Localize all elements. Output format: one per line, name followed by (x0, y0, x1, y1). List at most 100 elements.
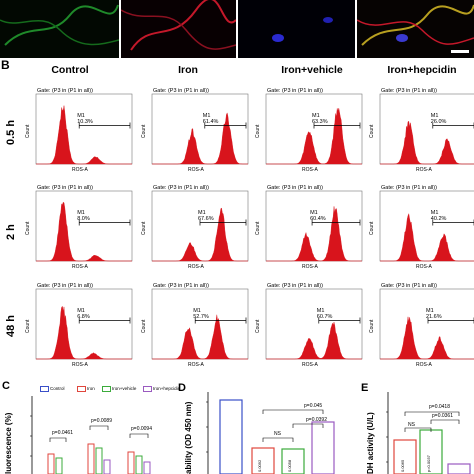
m1-gate-marker (432, 122, 474, 129)
percent-value: 8.0% (77, 215, 90, 222)
histogram-fill (36, 305, 132, 360)
histogram-fill (380, 212, 474, 262)
ros-axis-label: ROS-A (302, 362, 318, 368)
m1-percent-label: M1 21.6% (426, 308, 442, 320)
m1-percent-label: M1 63.3% (312, 113, 328, 125)
gate-label: Gate: (P3 in (P1 in all)) (153, 88, 209, 94)
panel-c-legend: Control Iron Iron+vehicle Iron+hepcidin (40, 385, 190, 395)
gate-label: Gate: (P3 in (P1 in all)) (381, 185, 437, 191)
count-axis-label: Count (255, 319, 261, 333)
histogram-fill (380, 120, 474, 165)
ros-axis-label: ROS-A (188, 167, 204, 173)
m1-label: M1 (430, 209, 439, 216)
panel-e-bar-label-1: 0.0065 (400, 459, 405, 472)
histogram-fill (380, 316, 474, 360)
count-axis-label: Count (369, 124, 375, 138)
m1-percent-label: M1 40.2% (431, 210, 447, 222)
histogram-panel: Gate: (P3 in (P1 in all)) M1 63.3% Count ROS… (254, 88, 366, 176)
panel-d-p-top: p=0.045 (304, 403, 323, 409)
histogram-plot (265, 288, 363, 360)
histogram-panel: Gate: (P3 in (P1 in all)) M1 61.4% Count ROS… (140, 88, 252, 176)
legend-iron-hepcidin: Iron+hepcidin (153, 386, 181, 391)
panel-d-ns: NS (274, 431, 281, 437)
m1-percent-label: M1 26.0% (431, 113, 447, 125)
panel-label-e: E (361, 382, 369, 394)
panel-c-plot (30, 396, 151, 474)
percent-value: 6.8% (77, 313, 90, 320)
gate-label: Gate: (P3 in (P1 in all)) (153, 283, 209, 289)
legend-swatch-iron (77, 386, 86, 392)
count-axis-label: Count (369, 319, 375, 333)
m1-percent-label: M1 6.8% (77, 308, 90, 320)
m1-label: M1 (77, 112, 85, 119)
micrograph-blue (238, 0, 355, 58)
m1-gate-marker (199, 219, 247, 226)
m1-gate-marker (78, 317, 131, 324)
count-axis-label: Count (25, 124, 31, 138)
legend-swatch-iron-vehicle (102, 386, 111, 392)
panel-c-p-3: p=0.0094 (131, 426, 152, 432)
percent-value: 60.4% (310, 215, 326, 222)
histogram-panel: Gate: (P3 in (P1 in all)) M1 10.3% Count ROS… (24, 88, 136, 176)
row-header-2h: 2 h (5, 224, 17, 240)
histogram-plot (35, 288, 133, 360)
histogram-fill (266, 322, 362, 360)
percent-value: 21.6% (426, 313, 442, 320)
m1-gate-marker (318, 317, 361, 324)
histogram-fill (152, 207, 248, 262)
histogram-plot (379, 93, 474, 165)
histogram-panel: Gate: (P3 in (P1 in all)) M1 52.7% Count ROS… (140, 283, 252, 371)
ros-axis-label: ROS-A (72, 362, 88, 368)
percent-value: 60.7% (316, 313, 333, 320)
m1-label: M1 (77, 307, 85, 314)
histogram-panel: Gate: (P3 in (P1 in all)) M1 60.7% Count ROS… (254, 283, 366, 371)
percent-value: 67.6% (198, 215, 214, 222)
m1-percent-label: M1 61.4% (203, 113, 219, 125)
panel-d-p-mid: p=0.0392 (306, 417, 327, 423)
panel-d-bar-label-1: 0.0092 (257, 459, 262, 472)
panel-d-bar-label-2: 0.0058 (287, 459, 292, 472)
m1-label: M1 (202, 112, 211, 119)
panel-e-bar-label-2: p=0.0037 (426, 455, 431, 472)
row-header-0-5h: 0.5 h (5, 119, 17, 145)
m1-percent-label: M1 67.6% (198, 210, 214, 222)
m1-gate-marker (427, 317, 474, 324)
m1-label: M1 (310, 209, 318, 216)
gate-label: Gate: (P3 in (P1 in all)) (37, 283, 93, 289)
panel-d-y-title: ability (OD 450 nm) (184, 401, 193, 474)
histogram-fill (36, 105, 132, 165)
panel-e-p-mid: p=0.0361 (432, 413, 453, 419)
percent-value: 10.3% (77, 118, 93, 125)
ros-axis-label: ROS-A (302, 167, 318, 173)
histogram-plot (379, 190, 474, 262)
histogram-fill (36, 201, 132, 262)
histogram-panel: Gate: (P3 in (P1 in all)) M1 6.8% Count ROS-… (24, 283, 136, 371)
m1-label: M1 (426, 307, 434, 314)
count-axis-label: Count (141, 124, 147, 138)
row-header-48h: 48 h (5, 314, 17, 337)
column-header-control: Control (51, 64, 89, 76)
histogram-plot (265, 93, 363, 165)
count-axis-label: Count (369, 221, 375, 235)
count-axis-label: Count (25, 221, 31, 235)
gate-label: Gate: (P3 in (P1 in all)) (37, 88, 93, 94)
m1-percent-label: M1 8.0% (77, 210, 90, 222)
m1-label: M1 (316, 307, 325, 314)
histogram-fill (266, 206, 362, 262)
m1-percent-label: M1 52.7% (193, 308, 209, 320)
count-axis-label: Count (25, 319, 31, 333)
m1-gate-marker (78, 219, 131, 226)
histogram-plot (151, 190, 249, 262)
histogram-panel: Gate: (P3 in (P1 in all)) M1 67.6% Count ROS… (140, 185, 252, 273)
m1-gate-marker (432, 219, 474, 226)
panel-c-y-title: luorescence (%) (4, 412, 13, 474)
gate-label: Gate: (P3 in (P1 in all)) (267, 185, 323, 191)
legend-swatch-iron-hepcidin (143, 386, 152, 392)
m1-percent-label: M1 10.3% (77, 113, 93, 125)
legend-swatch-control (40, 386, 49, 392)
ros-axis-label: ROS-A (72, 167, 88, 173)
column-header-iron-vehicle: Iron+vehicle (281, 64, 343, 76)
column-header-iron: Iron (178, 64, 198, 76)
gate-label: Gate: (P3 in (P1 in all)) (381, 88, 437, 94)
m1-gate-marker (78, 122, 131, 129)
